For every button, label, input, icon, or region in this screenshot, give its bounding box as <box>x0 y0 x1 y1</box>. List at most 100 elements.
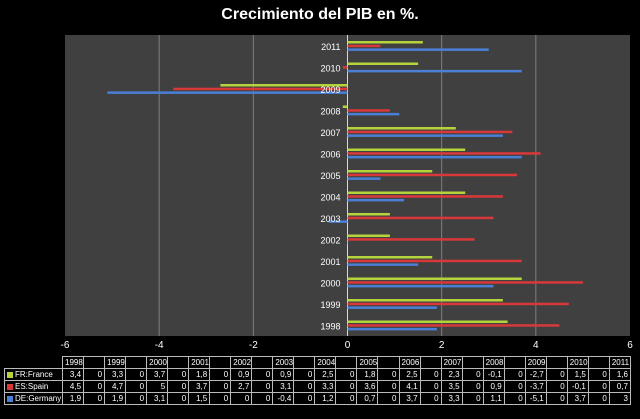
table-row: DE:Germany 1,9 0 1,9 0 3,1 0 1,5 0 0 0 -0,4 0 1,2 0 0,7… <box>4 392 632 405</box>
bar <box>347 241 349 245</box>
bar <box>347 198 404 202</box>
bar <box>347 109 390 112</box>
table-header-cell <box>167 356 190 369</box>
x-tick-label: -6 <box>61 340 70 351</box>
table-cell: 0 <box>293 368 316 381</box>
table-cell: 3,1 <box>146 392 169 405</box>
legend-label: DE:Germany <box>15 394 62 403</box>
bar <box>347 62 419 65</box>
table-header-cell <box>335 356 358 369</box>
table-cell: 0 <box>545 368 568 381</box>
table-header-cell: 1998 <box>61 356 85 369</box>
table-header-cell: 2010 <box>566 356 589 369</box>
table-cell: 4,1 <box>398 380 421 393</box>
table-cell: 0,9 <box>482 380 505 393</box>
table-cell: 0 <box>335 380 358 393</box>
table-cell: 0 <box>83 392 106 405</box>
table-corner <box>4 356 63 369</box>
bar <box>347 213 390 216</box>
table-cell: 0 <box>251 368 274 381</box>
bar <box>347 134 503 137</box>
bar <box>347 306 437 309</box>
bar <box>347 155 522 159</box>
bar <box>173 87 348 91</box>
legend-swatch <box>7 383 13 390</box>
y-category-label: 2009 <box>320 85 340 95</box>
table-row: ES:Spain 4,5 0 4,7 0 5 0 3,7 0 2,7 0 3,1 0 3,3 0 3,6 0 4,… <box>4 380 632 393</box>
table-header-cell: 2006 <box>398 356 421 369</box>
table-cell: 0,7 <box>356 392 379 405</box>
table-cell: 4,5 <box>61 380 85 393</box>
legend-entry: DE:Germany <box>4 392 63 405</box>
table-cell: 1,5 <box>566 368 589 381</box>
table-cell: 3,7 <box>566 392 589 405</box>
table-cell: 1,8 <box>356 368 379 381</box>
table-header-cell: 2007 <box>440 356 463 369</box>
x-tick-label: 6 <box>627 340 633 351</box>
table-cell: 0 <box>167 380 190 393</box>
table-header-cell <box>83 356 106 369</box>
table-cell: 2,5 <box>314 368 337 381</box>
bar <box>342 66 348 69</box>
table-cell: 0 <box>587 380 610 393</box>
y-category-label: 2005 <box>320 171 340 181</box>
table-cell: 4,7 <box>104 380 127 393</box>
y-category-label: 2000 <box>320 278 340 288</box>
chart-title: Crecimiento del PIB en %. <box>221 6 419 23</box>
table-cell: 0 <box>125 392 148 405</box>
table-cell: 5 <box>146 380 169 393</box>
table-cell: 3,6 <box>356 380 379 393</box>
table-cell: 2,3 <box>440 368 463 381</box>
table-header-cell <box>503 356 526 369</box>
table-cell: 3,3 <box>440 392 463 405</box>
table-cell: 0 <box>83 368 106 381</box>
table-cell: 3,7 <box>188 380 211 393</box>
table-cell: -0,4 <box>272 392 295 405</box>
table-header-cell: 2009 <box>524 356 547 369</box>
table-cell: 2,5 <box>398 368 421 381</box>
table-row: FR:France 3,4 0 3,3 0 3,7 0 1,8 0 0,9 0 0,9 0 2,5 0 1,8… <box>4 368 632 381</box>
table-cell: 0 <box>461 380 484 393</box>
bar <box>107 91 348 94</box>
table-cell: 1,5 <box>188 392 211 405</box>
table-cell: 0 <box>293 380 316 393</box>
bar <box>347 327 437 331</box>
table-cell: 0 <box>335 392 358 405</box>
bar <box>347 238 475 241</box>
table-cell: 0 <box>587 368 610 381</box>
data-table: 1998 1999 2000 2001 2002 2003 2004 2005 2006 2007… <box>4 356 632 405</box>
table-header-cell: 2008 <box>482 356 505 369</box>
legend-entry: FR:France <box>4 368 63 381</box>
table-cell: 0 <box>83 380 106 393</box>
bar <box>347 234 390 237</box>
x-tick-label: -4 <box>155 340 164 351</box>
table-cell: 0 <box>125 368 148 381</box>
y-category-label: 2003 <box>320 214 340 224</box>
legend-swatch <box>7 371 13 378</box>
table-cell: -0,1 <box>566 380 589 393</box>
bar <box>347 284 494 288</box>
bar <box>328 220 348 223</box>
bar <box>347 41 423 44</box>
bar <box>347 277 522 280</box>
legend-swatch <box>7 395 13 402</box>
bar <box>347 320 508 323</box>
table-header-cell: 2011 <box>608 356 632 369</box>
table-header-cell <box>377 356 400 369</box>
table-cell: 0 <box>167 368 190 381</box>
bar <box>347 112 400 116</box>
bar <box>347 127 456 130</box>
table-cell: 1,8 <box>188 368 211 381</box>
table-header-cell: 2000 <box>146 356 169 369</box>
y-category-label: 2010 <box>320 63 340 73</box>
x-tick-label: -2 <box>249 340 258 351</box>
bar <box>347 216 494 220</box>
table-cell: 1,9 <box>61 392 85 405</box>
bar <box>347 48 489 51</box>
table-cell: 0 <box>377 380 400 393</box>
bar <box>347 299 503 302</box>
table-cell: 0 <box>377 392 400 405</box>
bar <box>347 324 560 327</box>
bar <box>347 69 522 73</box>
table-header-cell: 2004 <box>314 356 337 369</box>
